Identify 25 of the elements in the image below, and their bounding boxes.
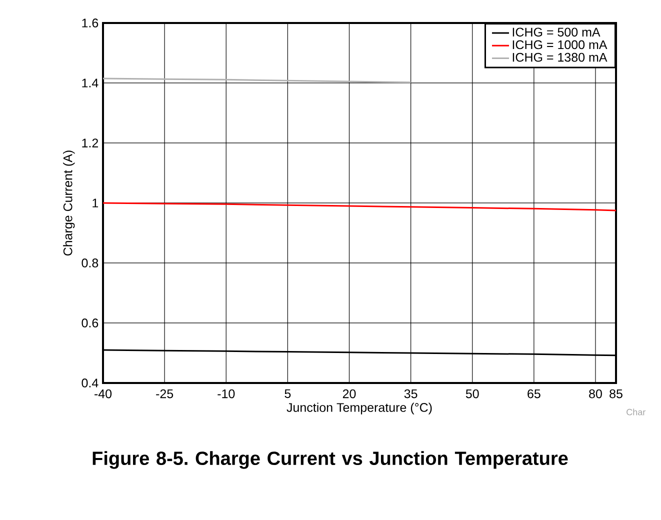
y-tick-label: 1.6: [82, 18, 98, 28]
x-tick-label: 80: [589, 389, 602, 398]
legend-label: ICHG = 1000 mA: [512, 40, 608, 50]
x-tick-label: 35: [404, 389, 418, 398]
x-tick-label: -40: [94, 389, 112, 398]
text: Figure 8-5. Charge Current vs Junction Temperature: [92, 451, 568, 469]
y-tick-label: 0.4: [82, 378, 98, 388]
x-tick-label: -25: [156, 389, 174, 398]
x-tick-label: 85: [610, 389, 622, 398]
x-tick-label: 50: [466, 389, 479, 398]
legend-label: ICHG = 1380 mA: [512, 52, 608, 62]
x-tick-label: -10: [218, 389, 235, 398]
line-series: [103, 202, 616, 212]
x-tick-label: 5: [284, 389, 291, 398]
y-tick-label: 1.4: [82, 78, 98, 88]
y-tick-label: 1.2: [82, 138, 98, 148]
y-axis-title: Charge Current (A): [63, 150, 75, 256]
text: Char: [626, 408, 646, 416]
legend-label: ICHG = 500 mA: [512, 28, 600, 37]
x-axis-title: Junction Temperature (°C): [286, 402, 432, 414]
y-tick-label: 0.8: [82, 258, 98, 268]
y-tick-label: 0.6: [82, 318, 98, 328]
x-tick-label: 20: [342, 389, 356, 398]
x-tick-label: 65: [528, 389, 540, 398]
y-tick-label: 1: [92, 198, 98, 208]
